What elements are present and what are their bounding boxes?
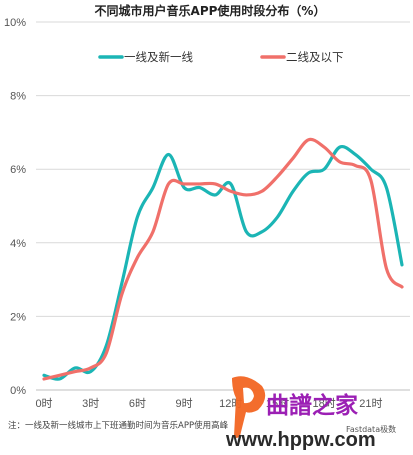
watermark-url: www.hppw.com <box>225 429 376 451</box>
y-tick-label: 4% <box>10 238 26 250</box>
y-tick-label: 2% <box>10 311 26 323</box>
y-tick-label: 6% <box>10 164 26 176</box>
legend-label-series-2: 二线及以下 <box>286 50 344 64</box>
footnote: 注：一线及新一线城市上下班通勤时间为音乐APP使用高峰 <box>8 420 229 431</box>
y-tick-label: 0% <box>10 385 26 397</box>
y-tick-label: 10% <box>4 17 26 29</box>
y-tick-label: 8% <box>10 91 26 103</box>
watermark: 曲譜之家 www.hppw.com Fastdata极数 <box>225 376 396 451</box>
legend: 一线及新一线 二线及以下 <box>98 50 344 64</box>
watermark-logo-icon <box>232 376 266 438</box>
legend-label-series-1: 一线及新一线 <box>124 50 193 64</box>
x-tick-label: 9时 <box>176 397 193 410</box>
grid-lines <box>36 21 410 317</box>
chart-title: 不同城市用户音乐APP使用时段分布（%） <box>95 3 326 18</box>
series-line-1 <box>42 144 404 381</box>
x-tick-label: 18时 <box>313 397 336 410</box>
y-axis-ticks: 0% 2% 4% 6% 8% 10% <box>4 17 26 397</box>
x-tick-label: 6时 <box>129 397 146 410</box>
watermark-brand: 曲譜之家 <box>266 392 358 419</box>
x-tick-label: 21时 <box>359 397 382 410</box>
x-tick-label: 3时 <box>82 397 99 410</box>
series-group <box>42 137 404 381</box>
watermark-small-text: Fastdata极数 <box>346 424 396 434</box>
series-line-2 <box>42 137 404 381</box>
x-tick-label: 15时 <box>266 397 289 410</box>
x-tick-label: 0时 <box>35 397 52 410</box>
